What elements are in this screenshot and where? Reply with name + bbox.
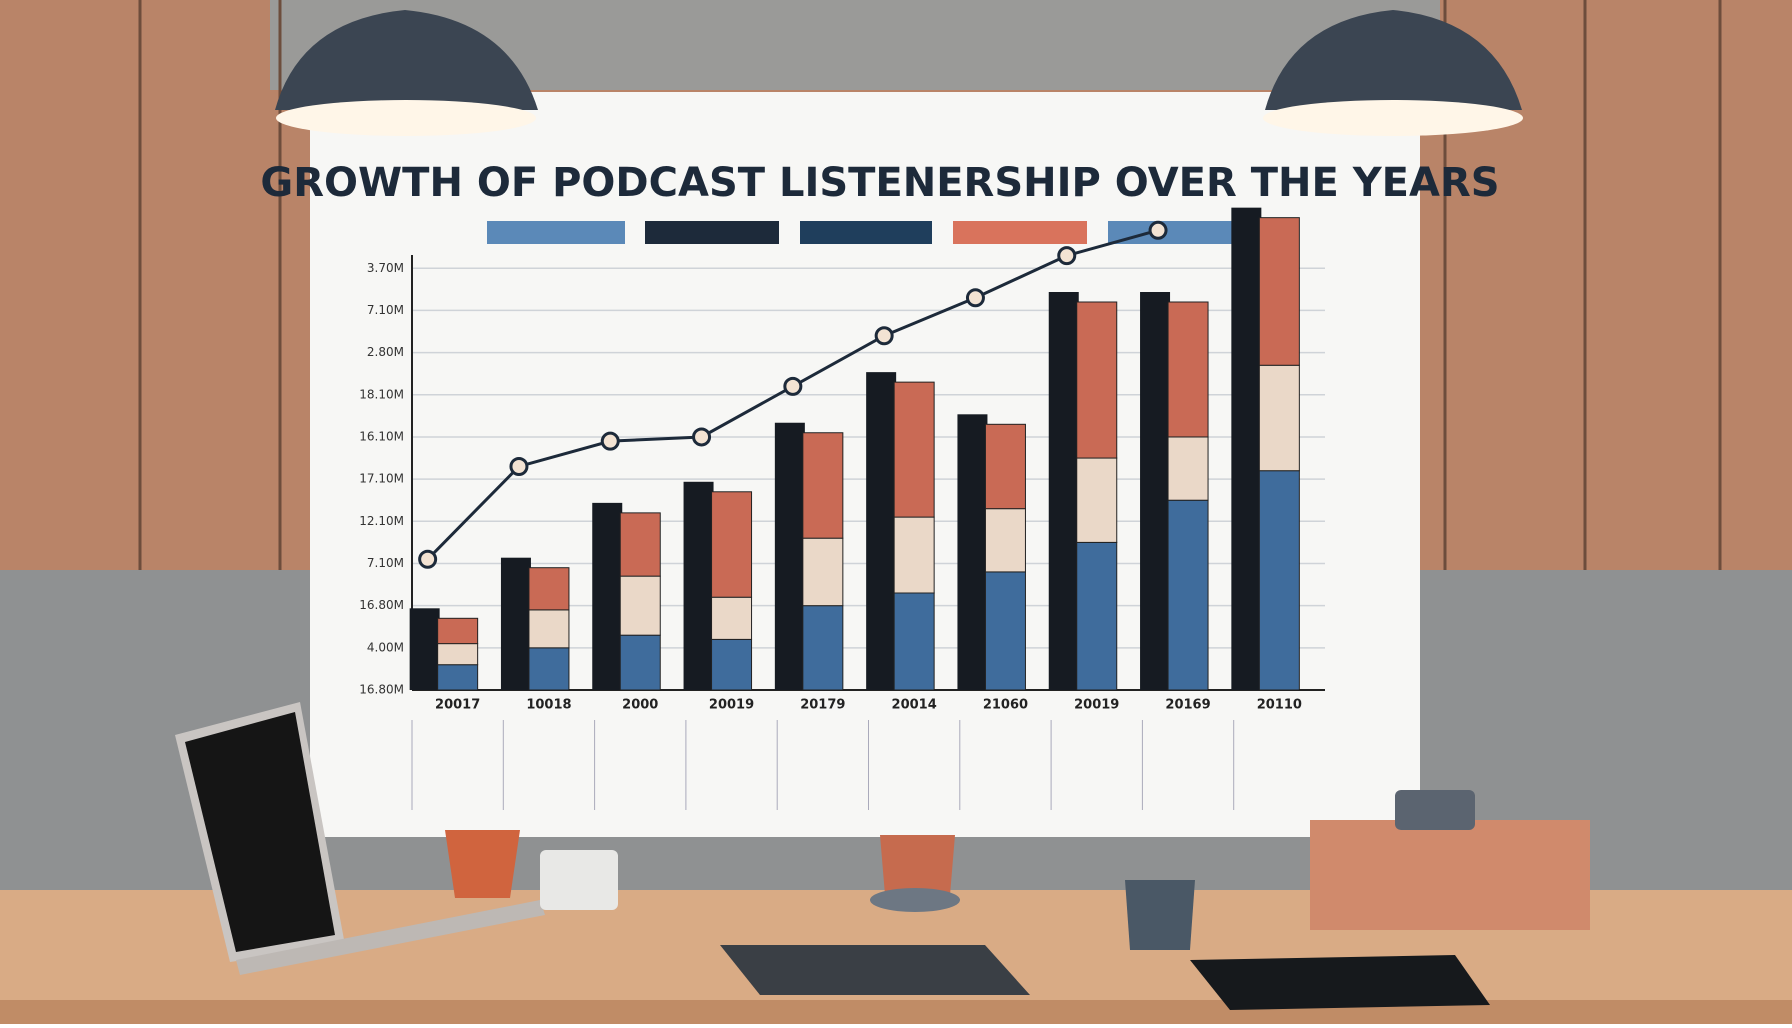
laptop-base bbox=[236, 900, 545, 975]
trend-marker bbox=[692, 427, 712, 447]
x-tick-label: 20110 bbox=[1257, 698, 1302, 713]
x-tick-label: 21060 bbox=[983, 698, 1028, 713]
tablet bbox=[1190, 955, 1490, 1010]
bar-shadow bbox=[1048, 292, 1079, 690]
legend-swatch bbox=[487, 221, 625, 244]
trend-marker bbox=[1148, 220, 1168, 240]
y-tick-label: 18.10M bbox=[359, 387, 404, 401]
tablet bbox=[720, 945, 1030, 995]
lamp-light bbox=[1263, 100, 1523, 136]
y-tick-label: 7.10M bbox=[367, 556, 404, 570]
x-tick-label: 20179 bbox=[800, 698, 845, 713]
bar-segment bbox=[1076, 301, 1118, 459]
trend-marker bbox=[783, 376, 803, 396]
bar-segment bbox=[437, 664, 479, 691]
y-tick-label: 2.80M bbox=[367, 345, 404, 359]
bar-shadow bbox=[409, 608, 440, 690]
y-tick-label: 12.10M bbox=[359, 514, 404, 528]
y-tick-label: 17.10M bbox=[359, 472, 404, 486]
bar-shadow bbox=[957, 414, 988, 690]
y-tick-label: 16.10M bbox=[359, 429, 404, 443]
bar-segment bbox=[893, 516, 935, 594]
chart-title: GROWTH OF PODCAST LISTENERSHIP OVER THE … bbox=[260, 160, 1499, 206]
bar-segment bbox=[619, 575, 661, 636]
y-tick-label: 16.80M bbox=[359, 598, 404, 612]
legend-swatch bbox=[1108, 221, 1252, 244]
bar-segment bbox=[802, 605, 844, 691]
x-tick-label: 20014 bbox=[892, 698, 937, 713]
mug bbox=[1125, 880, 1195, 950]
lamp bbox=[1265, 10, 1522, 110]
bar-shadow bbox=[1231, 207, 1262, 691]
saucer bbox=[870, 888, 960, 912]
bar-segment bbox=[893, 592, 935, 691]
bar-segment bbox=[1076, 457, 1118, 543]
bar-segment bbox=[437, 643, 479, 666]
bar-segment bbox=[802, 432, 844, 539]
bar-segment bbox=[711, 491, 753, 598]
legend-swatch bbox=[800, 221, 932, 244]
bar-shadow bbox=[592, 502, 623, 690]
trend-marker bbox=[418, 549, 438, 569]
bar-segment bbox=[1076, 541, 1118, 691]
trend-marker bbox=[509, 456, 529, 476]
bar-segment bbox=[619, 512, 661, 577]
x-tick-label: 20019 bbox=[1074, 698, 1119, 713]
bar-shadow bbox=[1140, 292, 1171, 690]
bar-segment bbox=[437, 617, 479, 645]
lamp bbox=[275, 10, 538, 110]
bar-segment bbox=[711, 596, 753, 640]
bar-segment bbox=[984, 508, 1026, 573]
bar-segment bbox=[1258, 364, 1300, 472]
legend-swatch bbox=[953, 221, 1087, 244]
plant-pot bbox=[1395, 790, 1475, 830]
x-tick-label: 20169 bbox=[1165, 698, 1210, 713]
trend-marker bbox=[1057, 246, 1077, 266]
x-tick-label: 20019 bbox=[709, 698, 754, 713]
y-tick-label: 16.80M bbox=[359, 683, 404, 697]
trend-marker bbox=[874, 326, 894, 346]
cup bbox=[880, 835, 955, 895]
bar-segment bbox=[802, 537, 844, 607]
bar-segment bbox=[1167, 436, 1209, 501]
bar-segment bbox=[984, 571, 1026, 691]
bar-segment bbox=[1167, 301, 1209, 438]
trend-marker bbox=[600, 431, 620, 451]
trend-marker bbox=[965, 288, 985, 308]
desk-edge bbox=[0, 1000, 1792, 1024]
bar-shadow bbox=[500, 557, 531, 690]
x-tick-label: 20017 bbox=[435, 698, 480, 713]
bar-segment bbox=[528, 609, 570, 649]
x-tick-label: 2000 bbox=[622, 698, 658, 713]
books bbox=[1310, 820, 1590, 930]
bar-shadow bbox=[774, 422, 805, 690]
bar-segment bbox=[619, 634, 661, 691]
bar-segment bbox=[711, 638, 753, 691]
plant-pot bbox=[540, 850, 618, 910]
plant-pot bbox=[445, 830, 520, 898]
bar-segment bbox=[1258, 470, 1300, 691]
laptop-screen bbox=[185, 712, 335, 952]
lamp-light bbox=[276, 100, 536, 136]
legend bbox=[487, 221, 1252, 244]
bar-segment bbox=[528, 647, 570, 691]
y-tick-label: 4.00M bbox=[367, 640, 404, 654]
plot: 16.80M 4.00M 16.80M 7.10M 12.10M 17.10M 16.10M… bbox=[359, 207, 1325, 810]
bar-segment bbox=[1258, 217, 1300, 366]
y-tick-label: 3.70M bbox=[367, 261, 404, 275]
x-tick-label: 10018 bbox=[526, 698, 571, 713]
bar-segment bbox=[984, 423, 1026, 510]
bar-shadow bbox=[866, 372, 897, 690]
bar-segment bbox=[893, 381, 935, 518]
bar-segment bbox=[1167, 499, 1209, 691]
y-tick-label: 7.10M bbox=[367, 303, 404, 317]
bar-shadow bbox=[683, 481, 714, 690]
legend-swatch bbox=[645, 221, 779, 244]
bar-segment bbox=[528, 567, 570, 611]
